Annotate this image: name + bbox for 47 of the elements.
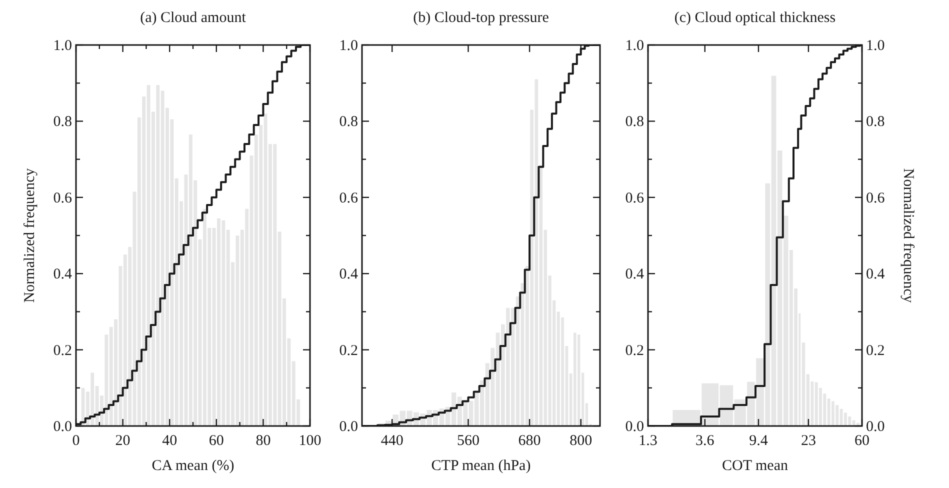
x-axis-title: CTP mean (hPa) bbox=[431, 458, 531, 474]
x-tick-label: 9.4 bbox=[749, 433, 768, 449]
y-tick-label: 0.8 bbox=[339, 114, 358, 130]
chart-title: (c) Cloud optical thickness bbox=[674, 10, 836, 26]
y-tick-label: 0.4 bbox=[53, 266, 72, 283]
x-tick-label: 440 bbox=[380, 433, 404, 449]
y-tick-label: 0.6 bbox=[53, 190, 72, 206]
x-tick-label: 60 bbox=[854, 433, 870, 449]
y-tick-label: 1.0 bbox=[339, 38, 358, 54]
chart-title: (a) Cloud amount bbox=[140, 10, 247, 26]
x-tick-label: 100 bbox=[298, 433, 322, 449]
y-axis-title: Normalized frequency bbox=[22, 168, 38, 303]
y2-tick-label: 0.2 bbox=[866, 342, 885, 359]
y-tick-label: 0.2 bbox=[625, 342, 644, 359]
y2-tick-label: 1.0 bbox=[866, 38, 885, 54]
x-tick-label: 0 bbox=[72, 433, 80, 449]
y2-axis-title: Normalized frequency bbox=[900, 168, 916, 304]
y-tick-label: 0.6 bbox=[339, 190, 358, 206]
x-axis-title: CA mean (%) bbox=[152, 458, 234, 474]
x-tick-label: 80 bbox=[256, 433, 271, 449]
x-tick-label: 40 bbox=[162, 433, 178, 449]
x-tick-label: 20 bbox=[115, 433, 130, 449]
y-tick-label: 0.0 bbox=[339, 419, 358, 435]
y2-tick-label: 0.6 bbox=[866, 190, 886, 206]
y2-tick-label: 0.4 bbox=[866, 266, 886, 283]
y-tick-label: 0.0 bbox=[53, 419, 72, 435]
x-tick-label: 800 bbox=[570, 433, 592, 449]
y-tick-label: 0.4 bbox=[339, 266, 358, 283]
x-tick-label: 23 bbox=[800, 433, 816, 449]
y-tick-label: 0.8 bbox=[53, 114, 72, 130]
y-tick-label: 0.0 bbox=[625, 419, 644, 435]
x-tick-label: 1.3 bbox=[638, 433, 658, 449]
x-tick-label: 680 bbox=[518, 433, 541, 449]
y-tick-label: 1.0 bbox=[625, 38, 644, 54]
y-tick-label: 0.6 bbox=[625, 190, 644, 206]
chart-title: (b) Cloud-top pressure bbox=[413, 10, 550, 26]
y2-tick-label: 0.8 bbox=[866, 114, 885, 130]
y-tick-label: 1.0 bbox=[53, 38, 72, 54]
x-tick-label: 3.6 bbox=[696, 433, 715, 449]
y2-tick-label: 0.0 bbox=[866, 419, 885, 435]
y-tick-label: 0.8 bbox=[625, 114, 644, 130]
y-tick-label: 0.4 bbox=[625, 266, 644, 283]
x-tick-label: 560 bbox=[456, 433, 480, 449]
y-tick-label: 0.2 bbox=[53, 342, 72, 359]
x-tick-label: 60 bbox=[208, 433, 224, 449]
x-axis-title: COT mean bbox=[722, 458, 788, 474]
y-tick-label: 0.2 bbox=[339, 342, 358, 359]
